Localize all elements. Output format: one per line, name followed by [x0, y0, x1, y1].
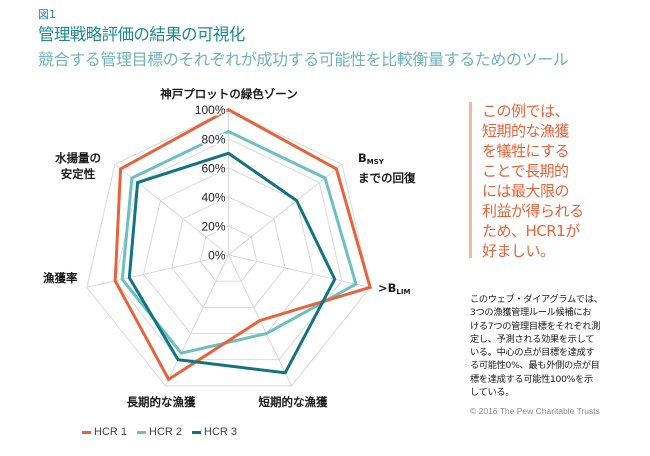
- axis-label-blim-main: >B: [378, 281, 397, 295]
- grid-spoke-2: [228, 254, 371, 288]
- series-hcr1: [113, 107, 373, 382]
- callout-line: 利益が得られる: [482, 202, 584, 220]
- explanatory-note: このウェブ・ダイアグラムでは、 3つの漁獲管理ルール候補にお ける7つの管理目標…: [470, 293, 603, 399]
- chart-series: [113, 107, 373, 382]
- note-line: いる。中心の点が目標を達成す: [470, 347, 595, 359]
- note-line: 3つの漁獲管理ルール候補にお: [470, 307, 592, 319]
- axis-label-short-term-catch: 短期的な漁獲: [258, 395, 328, 409]
- axis-label-blim-sub: LIM: [396, 288, 411, 296]
- grid-ring-40: [171, 196, 286, 308]
- legend-swatch-hcr1: [82, 430, 91, 434]
- note-line: 定し、予測される効果を示して: [470, 333, 595, 345]
- legend-label-hcr1: HCR 1: [94, 426, 128, 438]
- callout-line: この例では、: [482, 102, 570, 120]
- series-hcr3: [127, 151, 337, 375]
- note-line: ける7つの管理目標をそれぞれ測: [470, 320, 600, 332]
- callout-text: この例では、 短期的な漁獲 を犠牲にする ことで長期的 には最大限の 利益が得ら…: [482, 101, 584, 261]
- axis-label-catch-stability: 水揚量の 安定性: [40, 150, 116, 182]
- axis-label-fishing-rate: 漁獲率: [43, 271, 78, 285]
- axis-label-kobe-green-zone: 神戸プロットの緑色ゾーン: [160, 87, 298, 101]
- note-line: る可能性0%、最も外側の点が目: [470, 360, 600, 372]
- legend-swatch-hcr3: [192, 430, 202, 434]
- legend-label-hcr2: HCR 2: [149, 426, 183, 438]
- figure-title: 管理戦略評価の結果の可視化: [38, 25, 245, 44]
- grid-ring-80: [114, 138, 343, 361]
- note-line: 標を達成する可能性100%を示: [470, 373, 593, 385]
- tick-label-80: 80%: [201, 132, 225, 146]
- chart-ticks: 0% 20% 40% 60% 80% 100%: [193, 102, 227, 264]
- tick-label-100: 100%: [195, 103, 226, 117]
- axis-label-bmsy-main: B: [358, 151, 367, 165]
- figure-label: 図1: [38, 8, 56, 21]
- legend-item-hcr2: HCR 2: [137, 426, 182, 438]
- figure-subtitle: 競合する管理目標のそれぞれが成功する可能性を比較衡量するためのツール: [38, 50, 569, 69]
- grid-spoke-6: [114, 164, 229, 256]
- axis-label-long-term-catch: 長期的な漁獲: [126, 395, 196, 409]
- legend-item-hcr1: HCR 1: [82, 426, 127, 438]
- callout-line: ため、HCR1が: [482, 222, 580, 240]
- callout-line: 短期的な漁獲: [482, 122, 570, 140]
- tick-label-20: 20%: [201, 219, 225, 233]
- note-line: している。: [470, 387, 515, 399]
- grid-spoke-4: [165, 254, 229, 387]
- callout-line: 好ましい。: [482, 242, 555, 260]
- note-line: このウェブ・ダイアグラムでは、: [470, 294, 603, 305]
- legend-item-hcr3: HCR 3: [192, 426, 237, 438]
- chart-grid: [86, 109, 371, 387]
- tick-label-40: 40%: [201, 190, 225, 204]
- callout-line: ことで長期的: [482, 162, 569, 180]
- tick-label-60: 60%: [201, 161, 225, 175]
- axis-label-bmsy-sub: MSY: [366, 158, 384, 166]
- grid-ring-20: [199, 225, 258, 282]
- axis-label-bmsy-line2: までの回復: [358, 171, 416, 185]
- copyright-text: © 2016 The Pew Charitable Trusts: [470, 406, 600, 416]
- series-hcr2: [120, 129, 358, 355]
- grid-ring-100: [86, 109, 371, 387]
- grid-spoke-1: [228, 164, 343, 256]
- grid-spoke-5: [86, 254, 229, 288]
- chart-legend: HCR 1 HCR 2 HCR 3: [82, 426, 247, 438]
- axis-label-catch-stability-line1: 水揚量の: [55, 151, 101, 165]
- callout-line: には最大限の: [482, 182, 570, 200]
- axis-label-blim: >BLIM: [378, 280, 410, 300]
- callout-line: を犠牲にする: [482, 142, 570, 160]
- tick-label-0: 0%: [208, 249, 226, 263]
- grid-ring-60: [143, 167, 314, 334]
- legend-label-hcr3: HCR 3: [204, 426, 238, 438]
- axis-label-bmsy-recovery: BMSY までの回復: [358, 150, 416, 186]
- callout-accent-bar: [469, 102, 472, 258]
- legend-swatch-hcr2: [137, 430, 147, 434]
- axis-label-catch-stability-line2: 安定性: [60, 167, 96, 181]
